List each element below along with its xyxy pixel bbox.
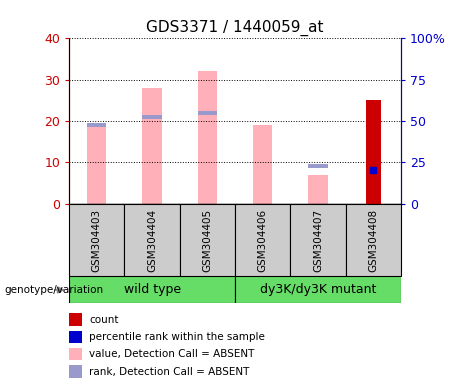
Text: wild type: wild type: [124, 283, 181, 296]
Bar: [308, 175, 328, 204]
Title: GDS3371 / 1440059_at: GDS3371 / 1440059_at: [146, 20, 324, 36]
Text: GSM304408: GSM304408: [368, 209, 378, 271]
Bar: [142, 115, 162, 119]
Bar: [142, 88, 162, 204]
Text: GSM304407: GSM304407: [313, 209, 323, 271]
Bar: [235, 204, 290, 276]
Text: genotype/variation: genotype/variation: [5, 285, 104, 295]
Bar: [198, 71, 217, 204]
Bar: [87, 123, 106, 127]
Bar: [198, 111, 217, 115]
Bar: [69, 313, 83, 326]
Text: dy3K/dy3K mutant: dy3K/dy3K mutant: [260, 283, 376, 296]
Text: value, Detection Call = ABSENT: value, Detection Call = ABSENT: [89, 349, 254, 359]
Bar: [69, 348, 83, 361]
Bar: [69, 331, 83, 343]
Text: rank, Detection Call = ABSENT: rank, Detection Call = ABSENT: [89, 366, 249, 377]
Bar: [235, 276, 401, 303]
Bar: [366, 100, 381, 204]
Bar: [346, 204, 401, 276]
Text: GSM304406: GSM304406: [258, 209, 268, 271]
Bar: [69, 204, 124, 276]
Bar: [87, 125, 106, 204]
Bar: [69, 276, 235, 303]
Text: GSM304403: GSM304403: [92, 209, 102, 271]
Bar: [180, 204, 235, 276]
Text: count: count: [89, 314, 118, 325]
Bar: [308, 164, 328, 169]
Text: GSM304404: GSM304404: [147, 209, 157, 271]
Bar: [69, 365, 83, 378]
Text: percentile rank within the sample: percentile rank within the sample: [89, 332, 265, 342]
Bar: [124, 204, 180, 276]
Text: GSM304405: GSM304405: [202, 209, 213, 271]
Bar: [290, 204, 346, 276]
Bar: [253, 125, 272, 204]
